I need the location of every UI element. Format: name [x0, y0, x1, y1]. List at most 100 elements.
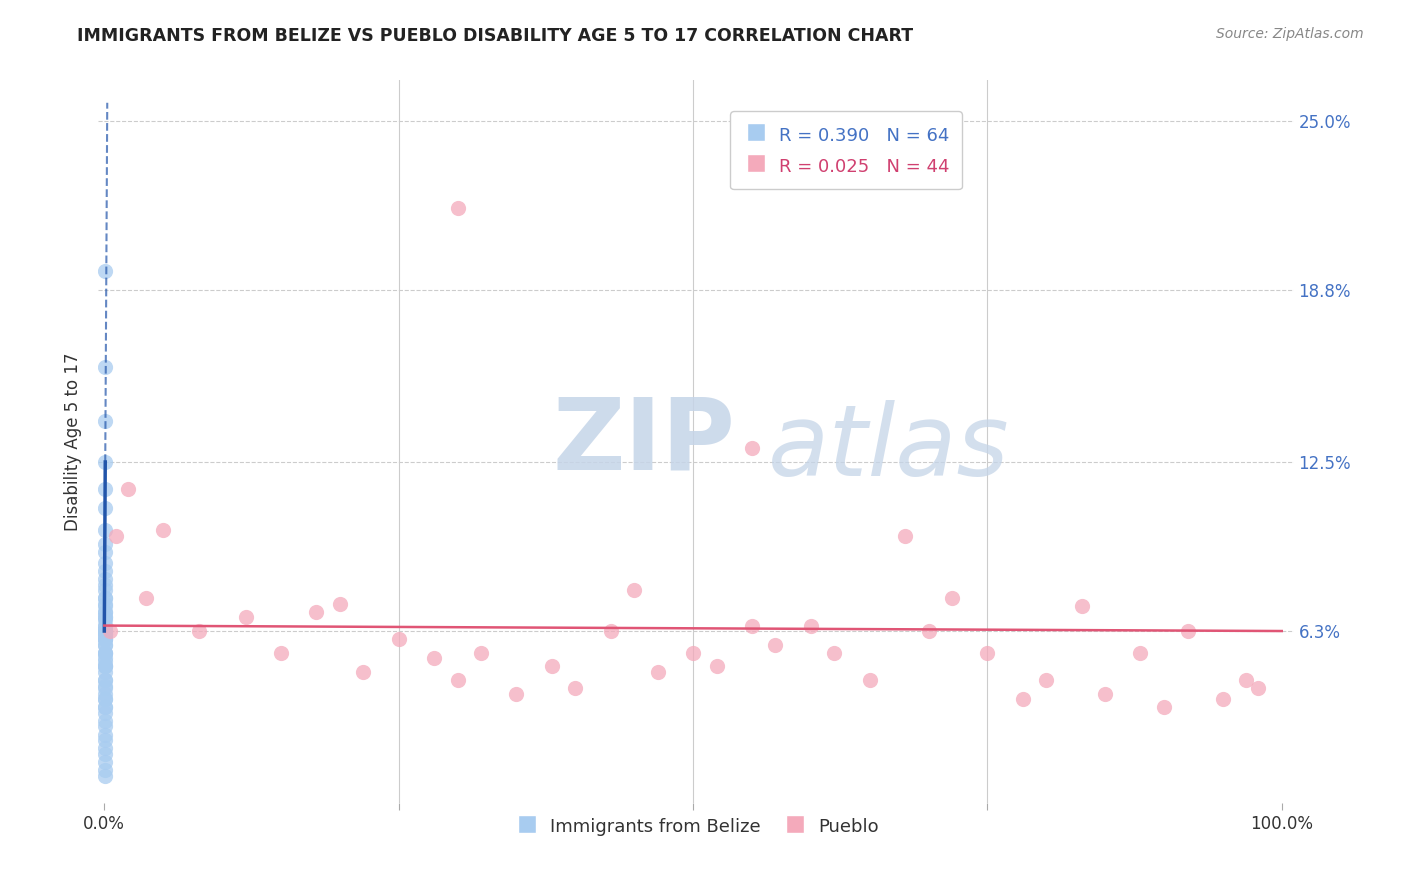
Point	[94, 687, 117, 701]
Point	[1129, 646, 1152, 660]
Point	[94, 618, 117, 632]
Point	[305, 605, 328, 619]
Point	[94, 359, 117, 374]
Point	[1153, 700, 1175, 714]
Point	[94, 610, 117, 624]
Point	[94, 719, 117, 733]
Point	[94, 632, 117, 647]
Point	[647, 665, 669, 679]
Point	[94, 264, 117, 278]
Point	[941, 591, 963, 606]
Point	[94, 591, 117, 606]
Point	[894, 528, 917, 542]
Point	[1212, 692, 1234, 706]
Point	[94, 706, 117, 720]
Point	[94, 755, 117, 769]
Point	[623, 583, 645, 598]
Point	[98, 624, 121, 638]
Text: IMMIGRANTS FROM BELIZE VS PUEBLO DISABILITY AGE 5 TO 17 CORRELATION CHART: IMMIGRANTS FROM BELIZE VS PUEBLO DISABIL…	[77, 27, 914, 45]
Point	[94, 605, 117, 619]
Point	[540, 659, 562, 673]
Point	[859, 673, 882, 687]
Point	[94, 591, 117, 606]
Text: ZIP: ZIP	[553, 393, 735, 490]
Point	[94, 624, 117, 638]
Point	[94, 556, 117, 570]
Point	[1236, 673, 1258, 687]
Point	[94, 714, 117, 728]
Point	[564, 681, 586, 696]
Point	[94, 728, 117, 742]
Point	[152, 523, 174, 537]
Point	[94, 414, 117, 428]
Point	[329, 597, 352, 611]
Point	[93, 659, 115, 673]
Point	[93, 638, 115, 652]
Point	[94, 624, 117, 638]
Point	[94, 646, 117, 660]
Point	[94, 572, 117, 586]
Point	[94, 700, 117, 714]
Point	[187, 624, 209, 638]
Point	[94, 455, 117, 469]
Point	[706, 659, 728, 673]
Point	[93, 700, 115, 714]
Point	[94, 763, 117, 777]
Point	[94, 679, 117, 693]
Point	[94, 747, 117, 761]
Point	[446, 673, 468, 687]
Point	[1035, 673, 1057, 687]
Text: Source: ZipAtlas.com: Source: ZipAtlas.com	[1216, 27, 1364, 41]
Point	[1070, 599, 1092, 614]
Point	[94, 613, 117, 627]
Point	[682, 646, 704, 660]
Point	[352, 665, 374, 679]
Point	[94, 651, 117, 665]
Legend: Immigrants from Belize, Pueblo: Immigrants from Belize, Pueblo	[506, 808, 886, 845]
Point	[94, 599, 117, 614]
Text: atlas: atlas	[768, 401, 1010, 497]
Point	[423, 651, 446, 665]
Point	[94, 632, 117, 647]
Point	[470, 646, 492, 660]
Point	[93, 482, 115, 496]
Point	[741, 442, 763, 456]
Point	[94, 577, 117, 591]
Point	[94, 646, 117, 660]
Point	[94, 673, 117, 687]
Point	[94, 654, 117, 668]
Point	[741, 618, 763, 632]
Point	[94, 626, 117, 640]
Point	[446, 202, 468, 216]
Point	[94, 626, 117, 640]
Point	[94, 768, 117, 782]
Point	[505, 687, 527, 701]
Point	[1177, 624, 1199, 638]
Point	[94, 673, 117, 687]
Point	[800, 618, 823, 632]
Point	[94, 681, 117, 696]
Point	[94, 692, 117, 706]
Point	[94, 605, 117, 619]
Point	[93, 618, 115, 632]
Point	[94, 632, 117, 647]
Point	[94, 501, 117, 516]
Point	[94, 733, 117, 747]
Point	[94, 659, 117, 673]
Point	[235, 610, 257, 624]
Point	[93, 583, 115, 598]
Point	[94, 659, 117, 673]
Point	[599, 624, 621, 638]
Point	[823, 646, 845, 660]
Point	[1011, 692, 1033, 706]
Point	[94, 624, 117, 638]
Point	[94, 741, 117, 756]
Point	[917, 624, 939, 638]
Y-axis label: Disability Age 5 to 17: Disability Age 5 to 17	[65, 352, 83, 531]
Point	[1247, 681, 1270, 696]
Point	[94, 624, 117, 638]
Point	[94, 665, 117, 679]
Point	[94, 646, 117, 660]
Point	[94, 523, 117, 537]
Point	[388, 632, 411, 647]
